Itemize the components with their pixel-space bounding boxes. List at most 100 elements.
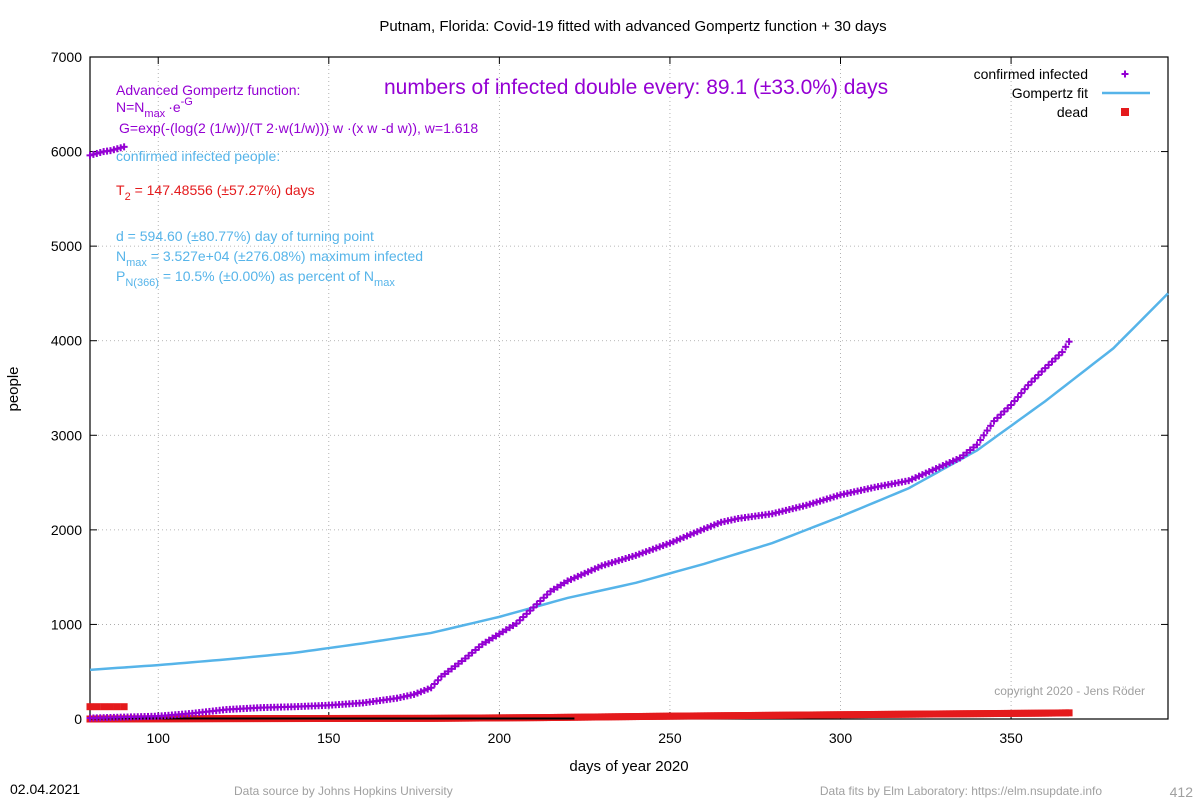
gompertz-fit-line bbox=[89, 292, 1169, 672]
infected-point bbox=[625, 553, 633, 561]
infected-point bbox=[1010, 397, 1018, 405]
infected-point bbox=[656, 543, 664, 551]
infected-point bbox=[618, 556, 626, 564]
infected-point bbox=[635, 550, 643, 558]
infected-point bbox=[413, 689, 421, 697]
infected-point bbox=[1028, 378, 1036, 386]
infected-point bbox=[615, 557, 623, 565]
infected-point bbox=[424, 685, 432, 693]
axis-ticks: 0 1000 2000 3000 4000 5000 6000 7000 100 150 200 25… bbox=[51, 49, 1168, 746]
infected-point bbox=[652, 544, 660, 552]
infected-point bbox=[431, 680, 439, 688]
infected-point bbox=[1121, 70, 1129, 78]
infected-point bbox=[1021, 385, 1029, 393]
footer-date: 02.04.2021 bbox=[10, 781, 80, 797]
confirmed-infected-series bbox=[86, 143, 1073, 722]
y-tick-label: 0 bbox=[74, 711, 82, 727]
infected-point bbox=[410, 690, 418, 698]
infected-point bbox=[632, 551, 640, 559]
infected-point bbox=[649, 545, 657, 553]
infected-point bbox=[833, 492, 841, 500]
infected-point bbox=[605, 560, 613, 568]
infected-point bbox=[809, 499, 817, 507]
infected-point bbox=[806, 500, 814, 508]
infected-point bbox=[608, 559, 616, 567]
gompertz-formula-1: N=Nmax ·e-G bbox=[116, 96, 193, 120]
legend: confirmed infected Gompertz fit dead bbox=[974, 66, 1150, 120]
x-tick-label: 250 bbox=[658, 730, 682, 746]
infected-point bbox=[645, 546, 653, 554]
infected-point bbox=[598, 562, 606, 570]
confirmed-header: confirmed infected people: bbox=[116, 148, 280, 164]
legend-label-dead: dead bbox=[1057, 104, 1088, 120]
gompertz-title: Advanced Gompertz function: bbox=[116, 82, 300, 98]
x-tick-label: 150 bbox=[317, 730, 341, 746]
dead-point bbox=[86, 703, 94, 711]
infected-point bbox=[823, 495, 831, 503]
infected-point bbox=[659, 542, 667, 550]
y-tick-label: 1000 bbox=[51, 616, 82, 632]
chart-title: Putnam, Florida: Covid-19 fitted with ad… bbox=[379, 18, 886, 35]
infected-point bbox=[601, 561, 609, 569]
infected-point bbox=[983, 427, 991, 435]
turning-point-text: d = 594.60 (±80.77%) day of turning poin… bbox=[116, 228, 374, 244]
dead-point bbox=[100, 703, 108, 711]
gompertz-fit-series bbox=[89, 292, 1169, 672]
nmax-text: Nmax = 3.527e+04 (±276.08%) maximum infe… bbox=[116, 248, 423, 269]
dead-point bbox=[113, 703, 121, 711]
x-tick-label: 200 bbox=[488, 730, 512, 746]
copyright: copyright 2020 - Jens Röder bbox=[994, 684, 1145, 698]
infected-point bbox=[417, 688, 425, 696]
infected-point bbox=[830, 493, 838, 501]
infected-point bbox=[420, 686, 428, 694]
infected-point bbox=[1014, 393, 1022, 401]
infected-point bbox=[1007, 401, 1015, 409]
x-tick-label: 300 bbox=[829, 730, 853, 746]
infected-point bbox=[663, 540, 671, 548]
infected-point bbox=[1038, 368, 1046, 376]
infected-point bbox=[120, 143, 128, 151]
infected-point bbox=[642, 548, 650, 556]
infected-point bbox=[700, 525, 708, 533]
infected-point bbox=[802, 501, 810, 509]
y-tick-label: 4000 bbox=[51, 333, 82, 349]
y-tick-label: 3000 bbox=[51, 427, 82, 443]
footer-data-fits: Data fits by Elm Laboratory: https://elm… bbox=[820, 784, 1102, 798]
infected-point bbox=[973, 441, 981, 449]
infected-point bbox=[1031, 374, 1039, 382]
y-tick-label: 5000 bbox=[51, 238, 82, 254]
y-axis-label: people bbox=[5, 366, 22, 411]
dead-point bbox=[120, 703, 128, 711]
infected-point bbox=[1034, 371, 1042, 379]
infected-point bbox=[1017, 389, 1025, 397]
legend-label-confirmed: confirmed infected bbox=[974, 66, 1088, 82]
legend-mark-dead bbox=[1121, 108, 1129, 116]
infected-point bbox=[434, 676, 442, 684]
footer-data-source: Data source by Johns Hopkins University bbox=[234, 784, 453, 798]
infected-point bbox=[813, 498, 821, 506]
infected-point bbox=[703, 524, 711, 532]
gompertz-formula-2: G=exp(-(log(2 (1/w))/(T 2·w(1/w))) w ·(x… bbox=[119, 120, 478, 136]
y-tick-label: 2000 bbox=[51, 522, 82, 538]
infected-point bbox=[707, 522, 715, 530]
doubling-text: numbers of infected double every: 89.1 (… bbox=[384, 76, 888, 99]
y-tick-label: 7000 bbox=[51, 49, 82, 65]
infected-point bbox=[622, 555, 630, 563]
infected-point bbox=[1024, 381, 1032, 389]
t2-text: T2 = 147.48556 (±57.27%) days bbox=[116, 182, 315, 203]
x-tick-label: 100 bbox=[147, 730, 171, 746]
legend-label-fit: Gompertz fit bbox=[1012, 85, 1088, 101]
infected-point bbox=[816, 497, 824, 505]
dead-series bbox=[86, 703, 1073, 723]
y-tick-label: 6000 bbox=[51, 144, 82, 160]
infected-point bbox=[639, 549, 647, 557]
percent-text: PN(366) = 10.5% (±0.00%) as percent of N… bbox=[116, 268, 395, 289]
infected-point bbox=[826, 494, 834, 502]
footer-page-number: 412 bbox=[1170, 784, 1194, 800]
infected-point bbox=[976, 436, 984, 444]
x-tick-label: 350 bbox=[999, 730, 1023, 746]
infected-point bbox=[628, 552, 636, 560]
infected-point bbox=[819, 496, 827, 504]
infected-point bbox=[1058, 348, 1066, 356]
